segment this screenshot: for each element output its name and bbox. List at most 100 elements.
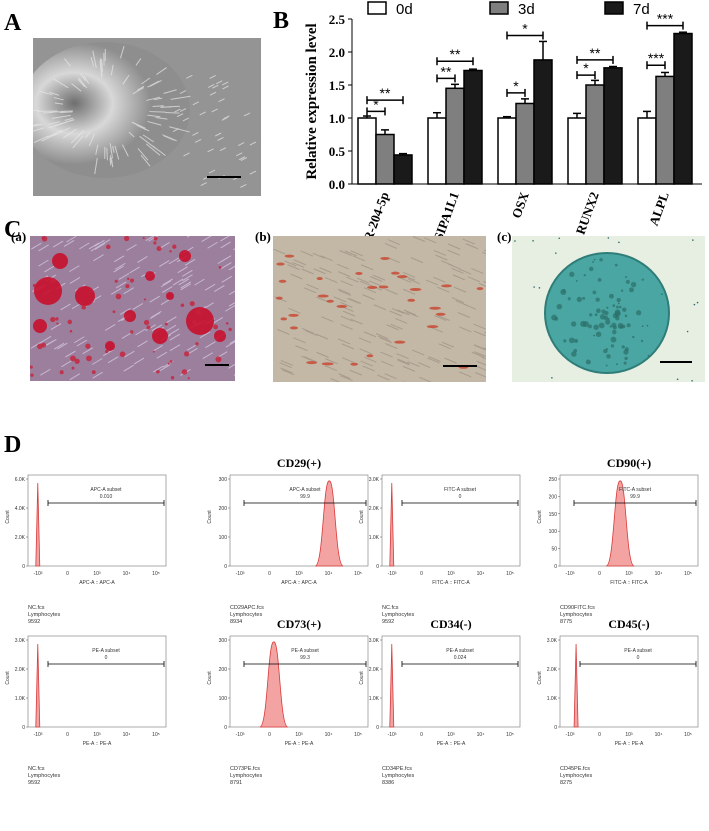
cell-strand (60, 303, 71, 311)
cell-strand (398, 276, 412, 283)
cell-strand (180, 283, 191, 291)
mineral-nodule (145, 271, 155, 281)
matrix-spot (623, 361, 627, 365)
mineral-spot (67, 319, 73, 325)
cell-strand (359, 348, 372, 355)
cell-strand (110, 64, 114, 76)
y-tick-label: 1.0K (369, 535, 380, 541)
cell-strand (128, 131, 135, 138)
y-tick-label: 0 (224, 564, 227, 570)
y-tick-label: 1.0K (547, 696, 558, 702)
cell-strand (459, 326, 472, 333)
matrix-spot (632, 335, 635, 339)
cell-strand (194, 138, 202, 143)
cell-strand (207, 148, 214, 153)
cell-strand (295, 345, 308, 352)
sig-label: *** (657, 11, 674, 27)
cell-strand (109, 155, 112, 164)
x-tick-label: 10³ (625, 732, 633, 738)
cell-strand (54, 119, 75, 127)
y-tick-label: 0 (224, 725, 227, 731)
mineral-spot (30, 365, 33, 369)
matrix-spot (593, 324, 599, 330)
lipid-droplet (350, 362, 358, 366)
cell-strand (33, 127, 44, 132)
cell-strand (137, 148, 149, 161)
mineral-spot (152, 350, 155, 353)
cell-strand (451, 297, 464, 304)
matrix-spot (599, 258, 603, 262)
cell-strand (369, 276, 383, 282)
matrix-spot (635, 310, 642, 316)
mineral-spot (85, 343, 91, 349)
cell-strand (120, 308, 131, 315)
lipid-droplet (289, 326, 299, 330)
cell-strand (434, 315, 447, 322)
mineral-spot (112, 310, 116, 314)
y-tick-label: 0 (22, 564, 25, 570)
matrix-spot (568, 337, 575, 344)
x-tick-label: 0 (268, 732, 271, 738)
cell-strand (166, 316, 177, 324)
matrix-spot (616, 297, 621, 303)
gate-value: 0 (637, 655, 640, 661)
cell-strand (109, 157, 112, 166)
x-tick-label: -10³ (566, 571, 575, 577)
cell-strand (235, 152, 243, 157)
cell-strand (107, 356, 119, 364)
x-axis-label: FITC-A :: FITC-A (610, 580, 648, 586)
plot-frame (229, 635, 369, 728)
cell-strand (145, 143, 161, 156)
histogram-peak (389, 482, 395, 567)
matrix-spot (612, 304, 616, 307)
debris (532, 240, 534, 242)
matrix-spot (614, 263, 618, 267)
x-tick-label: 10⁴ (325, 732, 333, 738)
lipid-droplet (407, 298, 416, 302)
histogram-title: CD73(+) (277, 618, 321, 631)
x-axis-label: PE-A :: PE-A (437, 741, 466, 747)
x-tick-label: 0 (66, 571, 69, 577)
cell-strand (159, 364, 171, 372)
cell-strand (228, 363, 235, 369)
cell-strand (407, 361, 420, 367)
cell-strand (203, 302, 214, 310)
debris (593, 334, 595, 337)
debris (538, 287, 541, 289)
cell-strand (397, 359, 410, 366)
cell-strand (194, 278, 205, 286)
cell-strand (82, 347, 93, 355)
cell-strand (358, 337, 372, 344)
bar-chart: 0.0 0.5 1.0 1.5 2.0 2.5 Relative expression le… (304, 1, 702, 240)
matrix-spot (560, 289, 567, 296)
cell-strand (340, 323, 353, 330)
cell-strand (222, 85, 229, 90)
matrix-spot (630, 281, 637, 288)
cell-strand (462, 238, 475, 245)
cell-strand (90, 244, 102, 252)
gate-name: PE-A subset (92, 648, 120, 654)
sample-info: CD29APC.fcs Lymphocytes 8934 (230, 605, 264, 625)
cell-strand (38, 259, 49, 267)
cell-strand (273, 248, 286, 255)
cell-strand (342, 310, 356, 317)
sub-label-ca: (a) (11, 229, 27, 244)
cell-strand (229, 339, 235, 345)
y-tick-label: 2.0K (369, 506, 380, 512)
mineral-spot (181, 369, 188, 375)
flow-histogram: CD73(+) 300 200 100 0 Count -10³ 0 10³ 10⁴ 10⁵ PE-A… (207, 618, 369, 747)
x-axis-label: APC-A :: APC-A (79, 580, 115, 586)
cell-strand (471, 267, 484, 274)
cell-strand (88, 242, 100, 250)
cell-strand (104, 324, 116, 331)
cell-strand (40, 368, 51, 376)
cell-strand (300, 250, 314, 257)
y-tick-label: 0.0 (329, 177, 345, 192)
cell-strand (347, 297, 360, 304)
cell-strand (90, 57, 95, 67)
bar (655, 75, 675, 185)
lipid-droplet (380, 256, 390, 260)
matrix-spot (588, 324, 592, 329)
cell-strand (51, 114, 71, 119)
mineral-nodule (33, 319, 47, 333)
